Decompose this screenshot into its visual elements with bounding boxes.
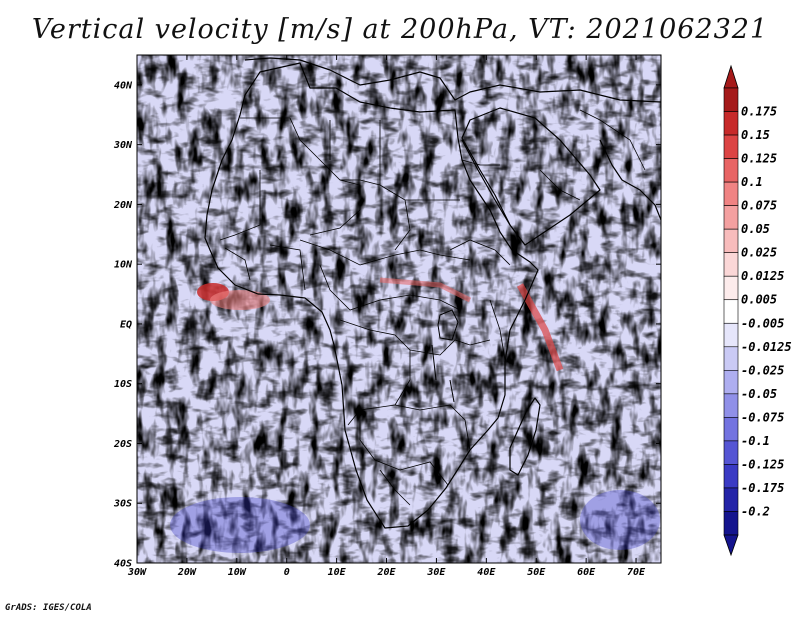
lat-tick-label: 20S (113, 439, 132, 450)
colorbar-swatch (723, 393, 739, 418)
lon-tick-label: 50E (527, 567, 546, 578)
colorbar-swatch (723, 511, 739, 536)
colorbar-swatch (723, 275, 739, 301)
colorbar-swatch (723, 205, 739, 230)
colorbar-swatch (723, 181, 739, 206)
lat-tick-label: 20N (113, 200, 133, 211)
colorbar-swatch (723, 134, 739, 159)
longitude-axis: 30W 20W 10W 0 10E 20E 30E 40E 50E 60E 70E (127, 55, 646, 578)
colorbar-swatch (723, 370, 739, 395)
colorbar-label: 0.025 (741, 246, 777, 260)
colorbar-label: 0.125 (741, 152, 777, 166)
lon-tick-label: 40E (477, 567, 496, 578)
lon-tick-label: 60E (577, 567, 596, 578)
colorbar-label: 0.05 (741, 222, 770, 236)
colorbar-label: 0.075 (741, 199, 777, 213)
colorbar-swatch (723, 322, 739, 348)
colorbar-swatch (723, 228, 739, 253)
credit-text: GrADS: IGES/COLA (5, 603, 92, 613)
red-band (379, 277, 472, 303)
madagascar-coastline (509, 397, 541, 476)
colorbar-label: -0.05 (741, 387, 777, 401)
colorbar-swatch (723, 252, 739, 277)
red-anomaly (210, 290, 270, 310)
lat-tick-label: 30S (113, 499, 132, 510)
arabia-coastline (461, 107, 601, 246)
colorbar-bottom-arrow (723, 534, 739, 557)
lon-tick-label: 0 (284, 567, 290, 578)
colorbar-label: -0.005 (741, 316, 784, 330)
map-plot-area (137, 55, 661, 563)
lat-tick-label: 40N (114, 80, 133, 91)
map-frame (136, 54, 662, 564)
colorbar-label: 0.175 (741, 105, 777, 119)
lat-tick-label: EQ (120, 319, 132, 330)
colorbar: 0.175 0.15 0.125 0.1 0.075 0.05 0.025 0.0125 0.0… (723, 64, 792, 557)
colorbar-swatch (723, 487, 739, 512)
map-noise-red (137, 55, 661, 563)
colorbar-swatch (723, 417, 739, 442)
red-band (516, 283, 564, 372)
lat-tick-label: 10N (114, 260, 133, 271)
lon-tick-label: 10E (328, 567, 347, 578)
europe-coastline (244, 57, 661, 103)
colorbar-swatch (723, 158, 739, 183)
colorbar-label: -0.0125 (741, 340, 792, 354)
colorbar-swatch (723, 111, 739, 136)
lakes (431, 309, 459, 403)
colorbar-swatch (723, 346, 739, 371)
colorbar-top-arrow (723, 64, 739, 89)
colorbar-swatch (723, 440, 739, 465)
colorbar-label: -0.1 (741, 434, 770, 448)
colorbar-label: 0.15 (741, 128, 770, 142)
blue-anomaly (170, 497, 310, 553)
lat-tick-label: 30N (113, 140, 133, 151)
colorbar-label: -0.075 (741, 410, 784, 424)
colorbar-swatch (723, 299, 739, 324)
chart-title: Vertical velocity [m/s] at 200hPa, VT: 2… (31, 14, 769, 45)
india-coastline (599, 139, 661, 221)
colorbar-label: 0.1 (741, 175, 763, 189)
lon-tick-label: 20W (177, 567, 197, 578)
lon-tick-label: 20E (376, 567, 396, 578)
country-borders (219, 109, 646, 506)
colorbar-label: -0.125 (741, 457, 784, 471)
colorbar-label: -0.2 (741, 504, 770, 518)
colorbar-label: 0.0125 (741, 269, 784, 283)
colorbar-swatch (723, 464, 739, 489)
red-sea-outline (461, 139, 511, 226)
lat-tick-label: 10S (114, 379, 132, 390)
blue-anomaly (580, 490, 660, 550)
colorbar-swatch (723, 87, 739, 112)
lon-tick-label: 30E (426, 567, 446, 578)
colorbar-label: 0.005 (741, 293, 777, 307)
lon-tick-label: 10W (228, 567, 247, 578)
colorbar-label: -0.175 (741, 481, 784, 495)
lon-tick-label: 70E (627, 567, 646, 578)
lat-tick-label: 40S (114, 559, 132, 570)
latitude-axis: 40N 30N 20N 10N EQ 10S 20S 30S 40S (113, 80, 661, 570)
lon-tick-label: 30W (127, 567, 147, 578)
colorbar-label: -0.025 (741, 363, 784, 377)
